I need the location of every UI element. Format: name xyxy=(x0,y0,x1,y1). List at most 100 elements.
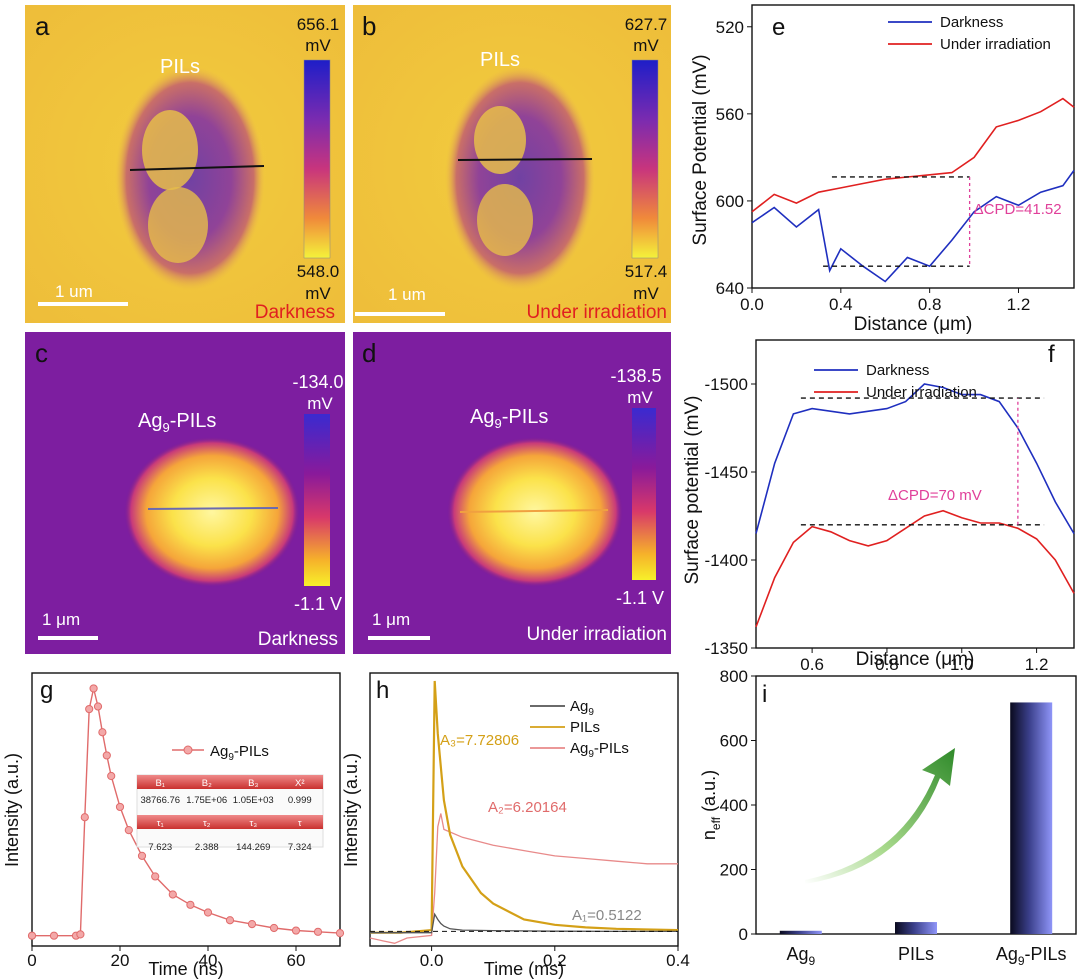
title-b: PILs xyxy=(480,49,520,71)
x-category-label-i: Ag9-PILs xyxy=(996,944,1067,968)
y-axis-label-g: Intensity (a.u.) xyxy=(2,753,22,867)
y-tick-label-f: -1350 xyxy=(705,639,748,658)
flake-b xyxy=(445,66,595,290)
legend-label-f-1: Under irradiation xyxy=(866,384,977,401)
scalebar-d xyxy=(368,636,430,640)
fit-table-header: X² xyxy=(295,778,305,789)
profile-line-d xyxy=(459,509,609,513)
fit-table-cell: 0.999 xyxy=(288,795,312,806)
fit-table-cell: 144.269 xyxy=(236,842,270,853)
legend-label-e-0: Darkness xyxy=(940,14,1003,31)
legend-label-g: Ag9-PILs xyxy=(210,743,269,763)
fit-table-header-bg-0 xyxy=(137,775,323,789)
colorbar-c xyxy=(304,414,330,586)
x-category-label-i: Ag9 xyxy=(786,944,815,968)
scalebar-label-c: 1 μm xyxy=(42,610,80,629)
x-axis-label-e: Distance (μm) xyxy=(854,314,973,335)
fit-table-header: B₃ xyxy=(248,778,258,789)
x-category-label-i-sub: 9 xyxy=(1018,954,1025,968)
scale-max-unit-b: mV xyxy=(633,36,659,55)
legend-label-h-2: Ag9-PILs xyxy=(570,740,629,760)
data-point-g xyxy=(247,920,257,929)
colorbar-b xyxy=(631,59,659,259)
x-category-label-i-main: Ag xyxy=(996,944,1018,964)
panel-a: a PILs 656.1 mV 548.0 mV 1 um Darkness xyxy=(25,5,345,323)
fit-table-cell: 7.324 xyxy=(288,842,312,853)
scalebar-b xyxy=(355,312,445,316)
scale-max-d: -138.5 xyxy=(610,366,661,386)
profile-line-a xyxy=(129,165,265,171)
x-category-label-i: PILs xyxy=(898,944,934,964)
legend-label-h-rest: -PILs xyxy=(594,740,629,757)
x-tick-label-f: 0.6 xyxy=(800,655,824,674)
y-axis-label-i-rest: (a.u.) xyxy=(699,770,719,817)
y-tick-label-e: 560 xyxy=(716,105,744,124)
data-point-g xyxy=(335,929,345,938)
y-axis-label-f: Surface potential (mV) xyxy=(682,395,703,584)
x-category-label-i-main: Ag xyxy=(786,944,808,964)
fit-table-header: τ₃ xyxy=(249,818,257,829)
y-tick-label-f: -1500 xyxy=(705,375,748,394)
scale-max-unit-a: mV xyxy=(305,36,331,55)
condition-c: Darkness xyxy=(258,629,338,650)
scale-min-unit-a: mV xyxy=(305,284,331,303)
chart-f: f -1350 -1400 -1450 -1500 0.6 0.8 1.0 1.2 Distanc… xyxy=(682,339,1075,674)
y-axis-label-i-sub: eff xyxy=(709,816,723,830)
y-tick-label-i: 0 xyxy=(739,925,748,944)
scale-min-b: 517.4 xyxy=(625,262,668,281)
x-tick-label-e: 0.0 xyxy=(740,295,764,314)
data-point-g xyxy=(27,931,37,940)
condition-b: Under irradiation xyxy=(527,302,667,323)
legend-marker-g xyxy=(183,745,193,755)
title-a: PILs xyxy=(160,56,200,78)
legend-label-g-main: Ag xyxy=(210,743,228,760)
x-category-label-i-main: PILs xyxy=(898,944,934,964)
y-tick-label-f: -1400 xyxy=(705,551,748,570)
condition-d: Under irradiation xyxy=(527,624,667,645)
data-point-g xyxy=(269,923,279,933)
x-tick-label-h: 0.0 xyxy=(420,951,444,970)
data-point-g xyxy=(98,728,107,737)
data-point-g xyxy=(107,771,116,781)
scale-min-c: -1.1 V xyxy=(294,594,342,614)
scale-max-a: 656.1 xyxy=(297,15,340,34)
bar-Ag9 xyxy=(779,930,822,934)
scalebar-label-b: 1 um xyxy=(388,285,426,304)
legend-label-h-main: Ag xyxy=(570,740,588,757)
legend-label-h-sub: 9 xyxy=(588,749,594,760)
x-axis-label-g: Time (ns) xyxy=(148,959,223,979)
profile-line-c xyxy=(147,507,279,510)
legend-label-h-sub: 9 xyxy=(588,707,594,718)
annotation-a1: A₁=0.5122 xyxy=(572,907,642,924)
data-point-g xyxy=(89,684,98,693)
fit-table-header: τ₁ xyxy=(157,818,164,829)
legend-label-e-1: Under irradiation xyxy=(940,36,1051,53)
scale-max-c: -134.0 xyxy=(292,372,343,392)
annotation-a3: A₃=7.72806 xyxy=(440,732,519,749)
scale-max-unit-c: mV xyxy=(307,394,333,413)
data-point-g xyxy=(168,890,177,899)
x-tick-label-e: 1.2 xyxy=(1007,295,1031,314)
plot-frame-f xyxy=(755,339,1075,649)
x-tick-label-h: 0.2 xyxy=(543,951,567,970)
panel-letter-b: b xyxy=(362,11,376,41)
y-tick-label-e: 520 xyxy=(716,18,744,37)
data-point-g xyxy=(151,872,160,881)
fit-table-cell: 2.388 xyxy=(195,842,219,853)
y-tick-label-f: -1450 xyxy=(705,463,748,482)
x-tick-label-g: 0 xyxy=(27,951,36,970)
fit-table-cell: 1.75E+06 xyxy=(186,795,227,806)
y-tick-label-i: 200 xyxy=(720,861,748,880)
x-tick-label-e: 0.8 xyxy=(918,295,942,314)
trend-arrow-icon xyxy=(805,748,955,884)
y-axis-label-e: Surface Potential (mV) xyxy=(690,54,711,245)
x-tick-label-h: 0.4 xyxy=(666,951,690,970)
scale-max-unit-d: mV xyxy=(627,388,653,407)
legend-label-g-sub: 9 xyxy=(228,752,234,763)
bar-PILs xyxy=(895,922,937,934)
data-point-g xyxy=(291,926,301,935)
x-tick-label-f: 0.8 xyxy=(875,655,899,674)
scalebar-label-d: 1 μm xyxy=(372,610,410,629)
